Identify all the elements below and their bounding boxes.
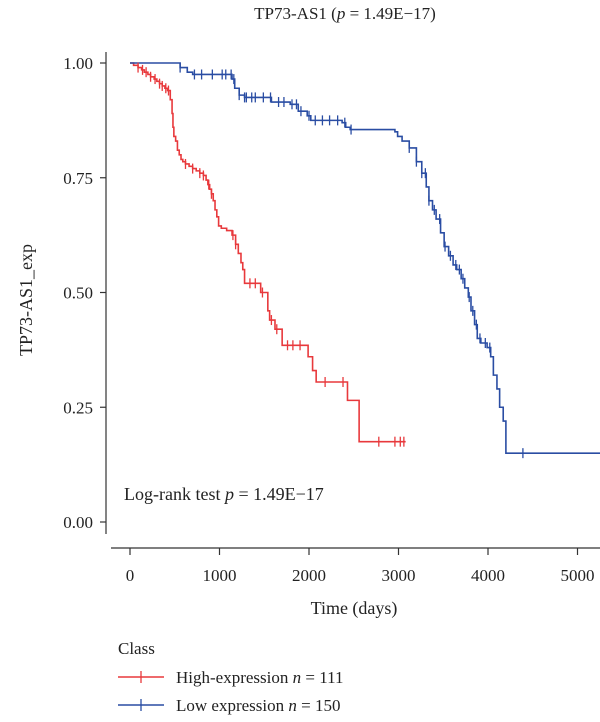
y-tick-label: 0.25 xyxy=(63,398,93,417)
legend-label-low: Low expression n = 150 xyxy=(176,696,340,715)
legend-label-high: High-expression n = 111 xyxy=(176,668,343,687)
legend: Class High-expression n = 111 Low expres… xyxy=(118,639,343,715)
logrank-annotation: Log-rank test p = 1.49E−17 xyxy=(124,484,324,504)
plot-area xyxy=(130,62,600,459)
x-tick-label: 5000 xyxy=(561,566,595,585)
x-axis-label: Time (days) xyxy=(311,598,398,619)
y-tick-label: 0.75 xyxy=(63,169,93,188)
y-tick-label: 0.50 xyxy=(63,284,93,303)
curve-low-expression xyxy=(130,62,600,454)
x-tick-label: 1000 xyxy=(203,566,237,585)
x-tick-label: 3000 xyxy=(382,566,416,585)
curve-high-expression xyxy=(130,62,406,443)
y-axis-label: TP73-AS1_exp xyxy=(16,244,36,356)
x-tick-label: 0 xyxy=(126,566,135,585)
legend-item-low: Low expression n = 150 xyxy=(118,696,340,715)
y-tick-label: 1.00 xyxy=(63,54,93,73)
x-tick-label: 2000 xyxy=(292,566,326,585)
y-tick-label: 0.00 xyxy=(63,513,93,532)
x-tick-label: 4000 xyxy=(471,566,505,585)
chart-title: TP73-AS1 (p = 1.49E−17) xyxy=(254,4,436,23)
legend-title: Class xyxy=(118,639,155,658)
legend-item-high: High-expression n = 111 xyxy=(118,668,343,687)
